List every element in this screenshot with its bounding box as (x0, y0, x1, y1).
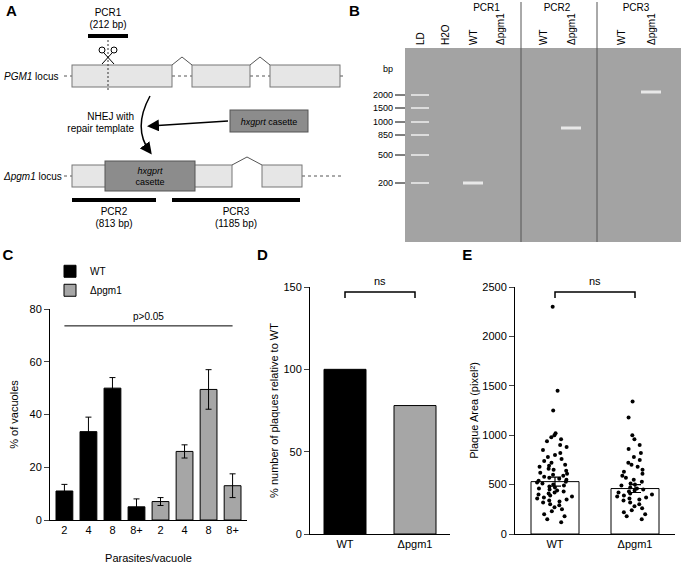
svg-text:WT: WT (336, 538, 353, 550)
svg-text:8: 8 (109, 524, 115, 536)
svg-text:500: 500 (378, 150, 393, 160)
svg-text:B: B (349, 2, 360, 19)
svg-text:C: C (3, 246, 14, 263)
svg-text:WT: WT (538, 29, 549, 45)
svg-text:bp: bp (383, 64, 393, 74)
svg-text:50: 50 (290, 446, 302, 458)
svg-text:WT: WT (90, 266, 106, 277)
svg-text:1000: 1000 (482, 429, 506, 441)
svg-text:LD: LD (415, 32, 426, 45)
svg-text:Δpgm1: Δpgm1 (495, 13, 506, 45)
svg-text:2500: 2500 (482, 281, 506, 293)
svg-text:0: 0 (296, 528, 302, 540)
svg-text:hxgprt casette: hxgprt casette (241, 117, 298, 127)
svg-text:(813 bp): (813 bp) (95, 218, 132, 229)
svg-text:(212 bp): (212 bp) (89, 19, 126, 30)
svg-text:20: 20 (30, 461, 42, 473)
svg-text:E: E (462, 246, 472, 263)
svg-text:A: A (6, 2, 17, 19)
svg-text:2000: 2000 (373, 90, 393, 100)
svg-text:WT: WT (546, 538, 563, 550)
svg-text:(1185 bp): (1185 bp) (215, 218, 257, 229)
svg-text:2: 2 (61, 524, 67, 536)
svg-text:Δpgm1: Δpgm1 (646, 13, 657, 45)
svg-text:PCR1: PCR1 (95, 7, 122, 18)
svg-text:PGM1 locus: PGM1 locus (4, 71, 58, 82)
svg-text:Parasites/vacuole: Parasites/vacuole (105, 552, 192, 564)
svg-text:ns: ns (374, 275, 386, 287)
svg-text:1500: 1500 (482, 380, 506, 392)
svg-text:Δpgm1 locus: Δpgm1 locus (3, 171, 62, 182)
svg-text:4: 4 (181, 524, 187, 536)
svg-text:H2O: H2O (440, 24, 451, 45)
svg-text:Δpgm1: Δpgm1 (90, 285, 122, 296)
svg-text:150: 150 (283, 281, 301, 293)
svg-text:D: D (257, 246, 268, 263)
svg-text:500: 500 (488, 478, 506, 490)
svg-text:8+: 8+ (226, 524, 239, 536)
svg-text:8+: 8+ (130, 524, 143, 536)
svg-text:PCR2: PCR2 (101, 206, 128, 217)
svg-text:PCR3: PCR3 (223, 206, 250, 217)
svg-text:% number of plaques relative t: % number of plaques relative to WT (268, 323, 280, 498)
svg-text:200: 200 (378, 178, 393, 188)
svg-text:casette: casette (135, 177, 164, 187)
svg-text:1500: 1500 (373, 103, 393, 113)
svg-text:Plaque Area (pixel²): Plaque Area (pixel²) (468, 362, 480, 459)
svg-text:40: 40 (30, 408, 42, 420)
svg-text:repair template: repair template (67, 123, 134, 134)
svg-text:Δpgm1: Δpgm1 (398, 538, 433, 550)
svg-text:p>0.05: p>0.05 (133, 311, 164, 322)
svg-text:WT: WT (616, 29, 627, 45)
svg-text:1000: 1000 (373, 117, 393, 127)
svg-text:4: 4 (85, 524, 91, 536)
svg-text:Δpgm1: Δpgm1 (566, 13, 577, 45)
svg-text:60: 60 (30, 356, 42, 368)
svg-text:PCR2: PCR2 (544, 2, 571, 13)
svg-text:WT: WT (468, 29, 479, 45)
svg-text:100: 100 (283, 363, 301, 375)
svg-text:2: 2 (157, 524, 163, 536)
svg-text:PCR3: PCR3 (623, 2, 650, 13)
svg-text:Δpgm1: Δpgm1 (618, 538, 653, 550)
svg-text:2000: 2000 (482, 330, 506, 342)
svg-text:% of vacuoles: % of vacuoles (8, 380, 20, 449)
svg-text:NHEJ with: NHEJ with (87, 111, 134, 122)
svg-text:PCR1: PCR1 (473, 2, 500, 13)
svg-text:0: 0 (501, 528, 507, 540)
svg-text:850: 850 (378, 130, 393, 140)
svg-text:hxgprt: hxgprt (137, 166, 163, 176)
svg-text:ns: ns (589, 275, 601, 287)
svg-text:80: 80 (30, 303, 42, 315)
svg-text:0: 0 (36, 514, 42, 526)
svg-text:8: 8 (205, 524, 211, 536)
